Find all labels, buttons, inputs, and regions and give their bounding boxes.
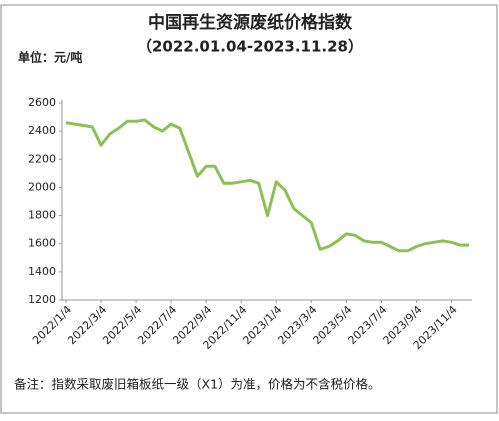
chart-subtitle: （2022.01.04-2023.11.28） bbox=[137, 38, 363, 56]
frame bbox=[0, 4, 498, 414]
unit-label: 单位：元/吨 bbox=[18, 50, 82, 65]
y-tick-label: 2400 bbox=[28, 124, 56, 137]
y-tick-label: 2600 bbox=[28, 96, 56, 109]
y-tick-label: 2000 bbox=[28, 180, 56, 193]
price-line bbox=[65, 118, 469, 253]
footnote: 备注：指数采取废旧箱板纸一级（X1）为准，价格为不含税价格。 bbox=[14, 377, 381, 392]
y-tick-label: 1800 bbox=[28, 209, 56, 222]
y-tick-label: 1200 bbox=[28, 293, 56, 306]
chart-title: 中国再生资源废纸价格指数 bbox=[148, 12, 353, 33]
y-tick-label: 1600 bbox=[28, 237, 56, 250]
y-tick-label: 1400 bbox=[28, 265, 56, 278]
y-tick-label: 2200 bbox=[28, 152, 56, 165]
